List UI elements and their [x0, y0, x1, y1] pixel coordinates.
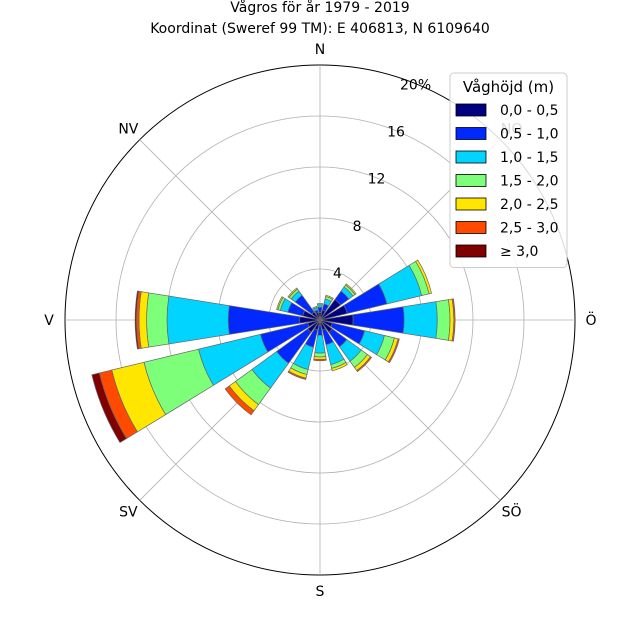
- direction-label-Ö: Ö: [585, 311, 596, 329]
- bar-segment-337.5-3: [312, 305, 318, 310]
- legend-box: [449, 72, 568, 268]
- legend-entry: ≥ 3,0: [500, 244, 538, 260]
- bar-segment-90-5: [451, 298, 456, 342]
- direction-label-N: N: [315, 42, 325, 58]
- bar-segment-90-3: [435, 299, 451, 341]
- legend-entry: 1,5 - 2,0: [500, 174, 558, 190]
- bar-segment-157.5-4: [331, 361, 348, 372]
- bar-segment-225-5: [224, 385, 255, 416]
- legend-swatch: [455, 174, 487, 187]
- direction-label-SÖ: SÖ: [502, 503, 522, 521]
- direction-label-S: S: [316, 584, 325, 600]
- legend-swatch: [455, 244, 487, 258]
- bar-segment-180-5: [313, 358, 327, 362]
- bar-segment-270-3: [146, 292, 170, 348]
- radial-tick-label: 12: [368, 172, 386, 188]
- legend-entry: 2,0 - 2,5: [500, 197, 558, 213]
- bar-segment-22.5-4: [325, 294, 334, 300]
- bar-segment-270-2: [166, 295, 230, 345]
- bar-segment-67.5-4: [415, 259, 433, 295]
- bar-segment-0-1: [317, 306, 323, 313]
- direction-label-SV: SV: [119, 505, 138, 521]
- legend-entry: 0,0 - 0,5: [500, 103, 558, 119]
- grid-spoke: [139, 139, 321, 321]
- radial-max-label: 20%: [400, 77, 431, 93]
- bar-segment-315-4: [287, 287, 299, 299]
- bar-segment-180-3: [313, 352, 327, 358]
- radial-tick-label: 4: [333, 266, 342, 282]
- direction-label-NV: NV: [118, 121, 138, 137]
- direction-label-V: V: [44, 313, 54, 329]
- chart-subtitle: Koordinat (Sweref 99 TM): E 406813, N 61…: [150, 21, 490, 37]
- bar-segment-270-6: [134, 290, 140, 350]
- legend-swatch: [455, 127, 487, 140]
- bar-segment-90-1: [352, 306, 405, 334]
- legend-swatch: [455, 150, 487, 164]
- bar-segment-135-5: [356, 356, 373, 373]
- legend-swatch: [455, 197, 487, 211]
- legend-entry: 0,5 - 1,0: [500, 127, 558, 143]
- bar-segment-112.5-5: [388, 338, 400, 364]
- bar-segment-247.5-6: [91, 372, 127, 444]
- bar-segment-180-2: [314, 334, 326, 354]
- legend: Våghöjd (m) 0,0 - 0,5 0,5 - 1,0 1,0 - 1,5 1,…: [449, 72, 568, 268]
- legend-entry: 1,0 - 1,5: [500, 150, 558, 166]
- legend-title: Våghöjd (m): [463, 78, 554, 96]
- bar-segment-202.5-5: [287, 370, 307, 380]
- radial-tick-label: 8: [353, 219, 362, 235]
- bar-segment-0-3: [317, 303, 323, 306]
- radial-tick-label: 16: [387, 125, 405, 141]
- bar-segment-45-4: [344, 283, 357, 296]
- legend-swatch: [455, 221, 487, 234]
- legend-swatch: [455, 103, 487, 117]
- legend-entry: 2,5 - 3,0: [500, 221, 558, 237]
- chart-title: Vågros för år 1979 - 2019: [230, 0, 409, 16]
- bar-segment-292.5-4: [276, 296, 284, 311]
- bar-segment-90-2: [402, 301, 438, 339]
